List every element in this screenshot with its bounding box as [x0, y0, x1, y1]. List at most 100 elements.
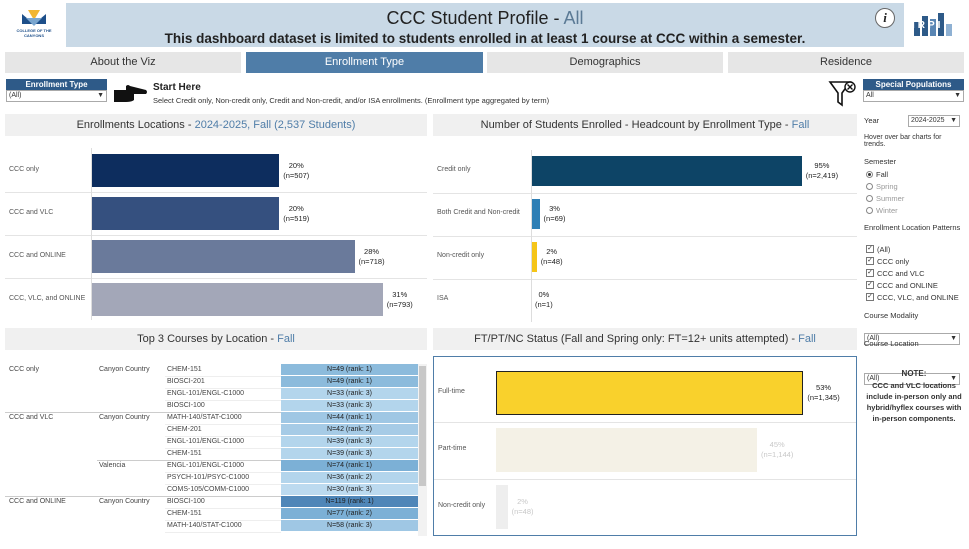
- pattern-option-label: CCC only: [877, 257, 910, 266]
- checkbox-checked-icon[interactable]: ✓: [866, 269, 874, 278]
- title-banner: CCC Student Profile - All This dashboard…: [66, 3, 904, 47]
- ftpt-n-label: (n=48): [511, 507, 534, 516]
- headcount-title: Number of Students Enrolled - Headcount …: [433, 114, 857, 136]
- location-axis-line: [91, 148, 92, 320]
- course-row-divider: [165, 424, 281, 425]
- checkbox-checked-icon[interactable]: ✓: [866, 257, 874, 266]
- page-title: CCC Student Profile - All: [66, 8, 904, 29]
- checkbox-checked-icon[interactable]: ✓: [866, 281, 874, 290]
- course-location-select[interactable]: (All) ▼: [864, 373, 960, 385]
- pattern-option[interactable]: ✓ CCC only: [866, 256, 964, 268]
- page-title-main: CCC Student Profile -: [386, 8, 564, 28]
- top-courses-table: CCC only Canyon Country CHEM-151 N=49 (rank…: [5, 364, 427, 536]
- headcount-bar[interactable]: [531, 199, 540, 229]
- special-populations-filter: Special Populations All ▼: [863, 79, 964, 102]
- location-n-label: (n=519): [283, 213, 310, 223]
- semester-option-label: Summer: [876, 194, 905, 203]
- location-bar[interactable]: [91, 154, 280, 187]
- headcount-data-label: 2% (n=48): [541, 247, 563, 267]
- course-count-cell[interactable]: N=36 (rank: 2): [281, 472, 418, 484]
- course-name: BIOSCI-201: [167, 378, 205, 385]
- courses-scrollbar[interactable]: [418, 364, 427, 536]
- course-row-divider: [165, 532, 281, 533]
- course-count-cell[interactable]: N=30 (rank: 3): [281, 484, 418, 496]
- chevron-down-icon: ▼: [954, 92, 961, 99]
- location-bar[interactable]: [91, 240, 355, 273]
- course-count-cell[interactable]: N=49 (rank: 1): [281, 364, 418, 376]
- course-count-cell[interactable]: N=44 (rank: 1): [281, 412, 418, 424]
- courses-scrollbar-thumb[interactable]: [419, 366, 426, 486]
- course-count-cell[interactable]: N=39 (rank: 3): [281, 436, 418, 448]
- location-data-label: 20% (n=519): [283, 204, 309, 224]
- headcount-bar[interactable]: [531, 242, 537, 272]
- course-name: ENGL-101/ENGL-C1000: [167, 462, 245, 469]
- course-count-cell[interactable]: N=33 (rank: 3): [281, 400, 418, 412]
- course-count-cell[interactable]: N=39 (rank: 3): [281, 448, 418, 460]
- headcount-data-label: 3% (n=69): [544, 204, 566, 224]
- location-pct-label: 31%: [392, 289, 408, 299]
- start-here-title: Start Here: [153, 82, 201, 93]
- modality-select[interactable]: (All) ▼: [864, 333, 960, 345]
- tab-residence[interactable]: Residence: [728, 52, 964, 73]
- course-count-cell[interactable]: N=33 (rank: 3): [281, 388, 418, 400]
- semester-option-spring[interactable]: Spring: [866, 181, 962, 193]
- course-count-cell[interactable]: N=119 (rank: 1): [281, 496, 418, 508]
- ftpt-bar[interactable]: [496, 485, 508, 529]
- ftpt-row-label: Non-credit only: [438, 502, 486, 509]
- clear-filter-icon[interactable]: [828, 78, 858, 108]
- course-count-cell[interactable]: N=42 (rank: 2): [281, 424, 418, 436]
- location-bar[interactable]: [91, 283, 383, 316]
- pattern-option[interactable]: ✓ CCC and VLC: [866, 268, 964, 280]
- ftpt-n-label: (n=1,144): [761, 450, 794, 459]
- enrollment-locations-title: Enrollments Locations - 2024-2025, Fall …: [5, 114, 427, 136]
- info-icon[interactable]: i: [875, 8, 895, 28]
- pattern-option[interactable]: ✓ (All): [866, 244, 964, 256]
- top-courses-title-text: Top 3 Courses by Location -: [137, 333, 278, 345]
- semester-option-fall[interactable]: Fall: [866, 169, 962, 181]
- tab-about-the-viz[interactable]: About the Viz: [5, 52, 241, 73]
- course-count-cell[interactable]: N=77 (rank: 2): [281, 508, 418, 520]
- ftpt-bar[interactable]: [496, 371, 804, 415]
- course-row-divider: [165, 520, 281, 521]
- location-row-label: CCC and VLC: [9, 208, 54, 216]
- radio-button[interactable]: [866, 170, 873, 178]
- ftpt-bar[interactable]: [496, 428, 757, 472]
- headcount-row-divider: [433, 278, 857, 280]
- headcount-data-label: 0% (n=1): [535, 290, 553, 310]
- headcount-axis-line: [531, 150, 532, 322]
- semester-option-label: Winter: [876, 206, 898, 215]
- location-pct-label: 28%: [364, 246, 380, 256]
- headcount-n-label: (n=48): [540, 257, 563, 266]
- tab-enrollment-type[interactable]: Enrollment Type: [246, 52, 483, 73]
- course-row-divider: [165, 436, 281, 437]
- ftpt-pct-label: 2%: [517, 497, 528, 506]
- checkbox-checked-icon[interactable]: ✓: [866, 245, 874, 254]
- course-count-cell[interactable]: N=49 (rank: 1): [281, 376, 418, 388]
- course-count-cell[interactable]: N=58 (rank: 3): [281, 520, 418, 532]
- pattern-option[interactable]: ✓ CCC and ONLINE: [866, 280, 964, 292]
- course-name: ENGL-101/ENGL-C1000: [167, 438, 245, 445]
- headcount-row-label: Both Credit and Non-credit: [437, 209, 520, 216]
- ftpt-pct-label: 45%: [769, 440, 785, 449]
- semester-option-winter[interactable]: Winter: [866, 205, 962, 217]
- location-n-label: (n=718): [358, 256, 385, 266]
- radio-button[interactable]: [866, 182, 873, 190]
- year-select[interactable]: 2024-2025 ▼: [908, 115, 960, 127]
- irpi-logo-text: IRPI: [912, 20, 944, 31]
- year-label: Year: [864, 116, 880, 125]
- page-title-accent: All: [563, 8, 584, 28]
- special-populations-select[interactable]: All ▼: [863, 90, 964, 102]
- location-row-label: CCC only: [9, 165, 39, 173]
- enrollment-type-value: (All): [9, 92, 22, 99]
- tab-demographics[interactable]: Demographics: [487, 52, 723, 73]
- radio-button[interactable]: [866, 194, 873, 202]
- course-count-cell[interactable]: N=74 (rank: 1): [281, 460, 418, 472]
- pattern-option[interactable]: ✓ CCC, VLC, and ONLINE: [866, 292, 964, 304]
- semester-option-summer[interactable]: Summer: [866, 193, 962, 205]
- course-site-label: Canyon Country: [99, 366, 150, 373]
- checkbox-checked-icon[interactable]: ✓: [866, 293, 874, 302]
- location-bar[interactable]: [91, 197, 280, 230]
- headcount-bar[interactable]: [531, 156, 802, 186]
- enrollment-type-select[interactable]: (All) ▼: [6, 90, 107, 102]
- radio-button[interactable]: [866, 206, 873, 214]
